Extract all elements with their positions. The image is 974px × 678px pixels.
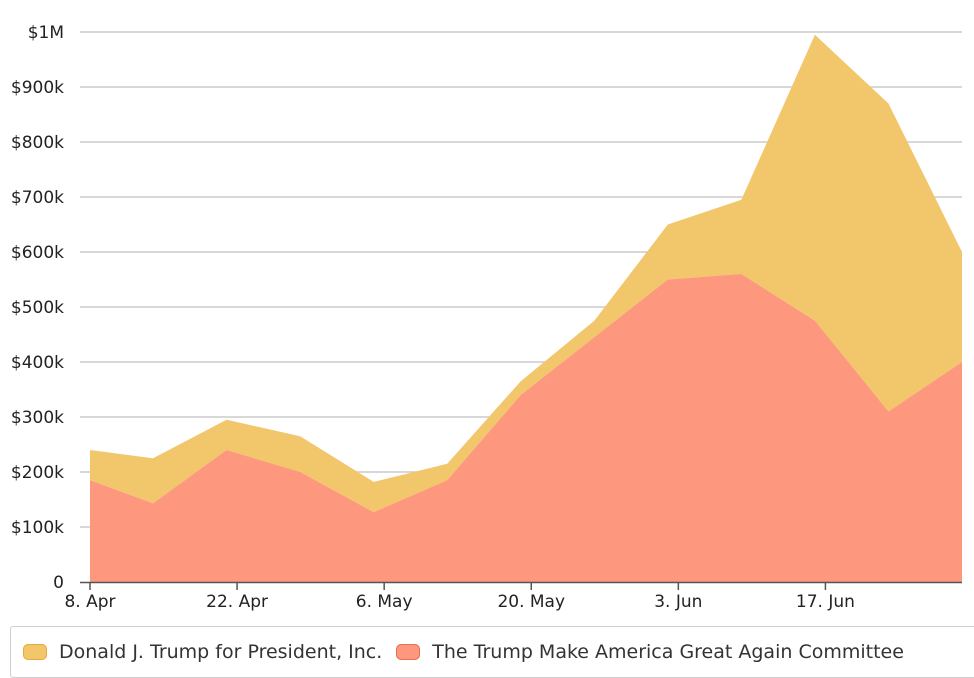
legend-item-maga-committee[interactable]: The Trump Make America Great Again Commi…: [396, 641, 904, 663]
point-maga-committee[interactable]: [812, 318, 818, 324]
point-president-inc[interactable]: [518, 378, 524, 384]
point-maga-committee[interactable]: [87, 477, 93, 483]
point-president-inc[interactable]: [812, 32, 818, 38]
point-maga-committee[interactable]: [444, 477, 450, 483]
point-president-inc[interactable]: [87, 447, 93, 453]
y-tick-label: $200k: [11, 463, 64, 483]
y-tick-label: $800k: [11, 133, 64, 153]
area-president-inc[interactable]: [90, 34, 962, 513]
x-tick-label: 22. Apr: [206, 592, 268, 612]
x-tick-label: 6. May: [356, 592, 413, 612]
point-maga-committee[interactable]: [665, 277, 671, 283]
point-president-inc[interactable]: [371, 479, 377, 485]
point-maga-committee[interactable]: [371, 509, 377, 515]
x-tick-label: 3. Jun: [654, 592, 702, 612]
x-tick-label: 8. Apr: [64, 592, 115, 612]
point-president-inc[interactable]: [591, 318, 597, 324]
y-tick-label: $100k: [11, 518, 64, 538]
point-maga-committee[interactable]: [885, 409, 891, 415]
y-tick-label: $1M: [28, 23, 64, 43]
point-maga-committee[interactable]: [224, 447, 230, 453]
point-president-inc[interactable]: [297, 433, 303, 439]
y-tick-label: $900k: [11, 78, 64, 98]
point-maga-committee[interactable]: [959, 359, 965, 365]
area-maga-committee[interactable]: [90, 274, 962, 582]
y-tick-label: $500k: [11, 298, 64, 318]
legend-swatch-maga-committee: [396, 644, 421, 660]
legend-swatch-president-inc: [23, 644, 47, 660]
y-tick-label: $600k: [11, 243, 64, 263]
point-maga-committee[interactable]: [150, 500, 156, 506]
point-maga-committee[interactable]: [297, 469, 303, 475]
legend-label-maga-committee: The Trump Make America Great Again Commi…: [432, 641, 904, 663]
y-axis: 0 $100k $200k $300k $400k $500k $600k $700k $800…: [11, 23, 64, 593]
point-president-inc[interactable]: [738, 197, 744, 203]
point-maga-committee[interactable]: [518, 392, 524, 398]
point-president-inc[interactable]: [150, 455, 156, 461]
point-president-inc[interactable]: [885, 101, 891, 107]
y-tick-label: $700k: [11, 188, 64, 208]
x-tick-label: 17. Jun: [796, 592, 855, 612]
x-tick-label: 20. May: [497, 592, 565, 612]
point-president-inc[interactable]: [444, 461, 450, 467]
point-president-inc[interactable]: [959, 249, 965, 255]
point-maga-committee[interactable]: [738, 271, 744, 277]
area-series: [87, 32, 965, 582]
y-tick-label: 0: [53, 573, 64, 593]
legend-label-president-inc: Donald J. Trump for President, Inc.: [59, 641, 383, 663]
legend-item-president-inc[interactable]: Donald J. Trump for President, Inc.: [23, 641, 382, 663]
point-maga-committee[interactable]: [591, 334, 597, 340]
point-president-inc[interactable]: [224, 417, 230, 423]
legend: Donald J. Trump for President, Inc. The …: [10, 626, 974, 678]
x-axis: 8. Apr 22. Apr 6. May 20. May 3. Jun 17. Jun: [64, 581, 962, 612]
y-tick-label: $400k: [11, 353, 64, 373]
y-tick-label: $300k: [11, 408, 64, 428]
point-president-inc[interactable]: [665, 222, 671, 228]
